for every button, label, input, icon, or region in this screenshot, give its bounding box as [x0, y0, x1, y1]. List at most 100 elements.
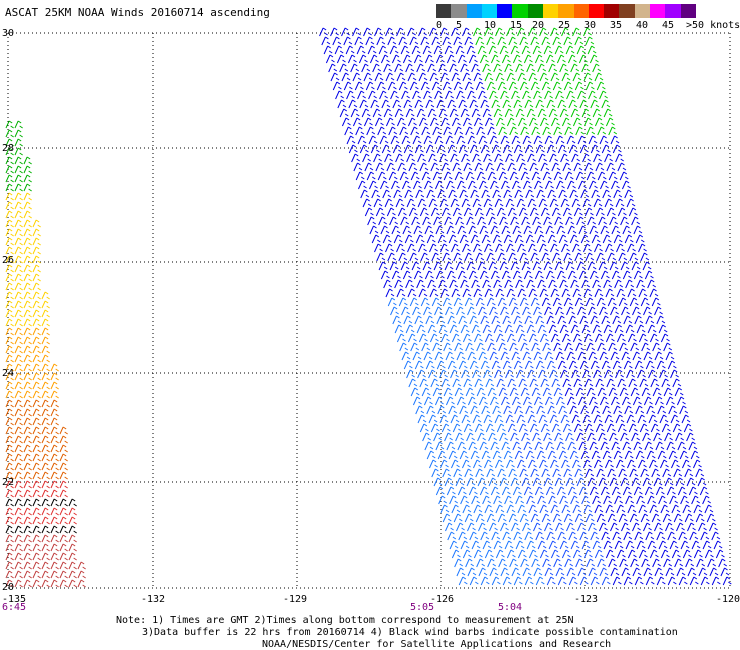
wind-barb — [577, 306, 586, 316]
wind-barb — [530, 81, 540, 91]
wind-barb — [500, 135, 510, 145]
wind-barb — [14, 318, 23, 327]
wind-barb — [615, 153, 624, 163]
wind-barb — [576, 216, 586, 226]
wind-barb — [420, 36, 430, 46]
wind-barb — [534, 225, 544, 235]
wind-barb — [622, 180, 631, 190]
wind-barb — [68, 516, 77, 525]
wind-barb — [23, 453, 32, 462]
legend-swatch — [436, 4, 452, 18]
wind-barb — [5, 246, 14, 255]
wind-barb — [439, 153, 448, 163]
wind-barb — [434, 135, 444, 145]
wind-barb — [14, 444, 23, 453]
wind-barb — [381, 99, 391, 109]
wind-barb — [387, 36, 397, 46]
wind-barb — [638, 459, 647, 469]
wind-barb — [489, 351, 499, 361]
legend-label-35: 35 — [610, 20, 623, 31]
wind-barb — [476, 342, 486, 352]
wind-barb — [23, 327, 32, 336]
wind-barb — [484, 549, 494, 559]
wind-barb — [599, 90, 608, 100]
wind-barb — [416, 324, 426, 334]
pass-time-labels: 6:45 5:05 5:04 — [2, 602, 522, 613]
wind-barb — [506, 459, 515, 469]
wind-barb — [604, 198, 614, 208]
wind-barb — [380, 270, 390, 280]
wind-barb — [23, 192, 32, 201]
wind-barb — [517, 288, 527, 298]
wind-barb — [594, 549, 604, 559]
wind-barb — [574, 513, 584, 523]
wind-barb — [5, 120, 14, 129]
wind-barb — [465, 558, 475, 568]
legend-swatch — [649, 4, 666, 18]
wind-barb — [574, 36, 584, 46]
wind-barb — [23, 363, 32, 372]
wind-barb — [631, 432, 640, 442]
wind-barb — [474, 423, 484, 433]
wind-barb — [594, 459, 603, 469]
wind-barb — [696, 558, 706, 568]
wind-barb — [376, 36, 386, 46]
wind-barb — [371, 234, 381, 244]
wind-barb — [467, 90, 476, 100]
wind-barb — [597, 171, 607, 181]
wind-barb — [494, 153, 503, 163]
wind-barb — [471, 279, 481, 289]
wind-barb — [429, 333, 439, 343]
wind-barb — [446, 180, 455, 190]
wind-barb — [622, 225, 632, 235]
wind-barb — [518, 423, 528, 433]
wind-barb — [5, 480, 14, 489]
wind-barb — [419, 207, 429, 217]
wind-barb — [580, 450, 590, 460]
wind-barb — [535, 531, 545, 541]
wind-barb — [437, 405, 447, 415]
wind-barb — [491, 315, 501, 325]
wind-barb — [558, 234, 568, 244]
wind-barb — [450, 369, 459, 379]
wind-barb — [5, 255, 14, 264]
wind-barb — [410, 171, 420, 181]
wind-barb — [41, 498, 50, 507]
wind-barb — [680, 540, 690, 550]
wind-barb — [644, 441, 654, 451]
wind-barb — [563, 297, 573, 307]
legend-swatch — [481, 4, 498, 18]
wind-barb — [32, 255, 41, 264]
wind-barb — [544, 90, 553, 100]
wind-barb — [612, 576, 622, 586]
wind-barb — [5, 291, 14, 300]
wind-barb — [476, 558, 486, 568]
wind-barb — [456, 522, 465, 532]
wind-barb — [658, 495, 668, 505]
wind-barb — [390, 90, 399, 100]
wind-barb — [499, 45, 509, 55]
wind-barb — [396, 27, 405, 37]
wind-barb — [460, 324, 470, 334]
wind-barb — [561, 27, 570, 37]
wind-barb — [589, 441, 599, 451]
time-label-right: 5:04 — [498, 602, 522, 613]
wind-barb — [646, 450, 656, 460]
wind-barb — [32, 579, 41, 588]
wind-barb — [350, 63, 360, 73]
wind-barb — [373, 153, 382, 163]
wind-barb — [567, 54, 577, 64]
wind-barb — [515, 540, 525, 550]
wind-barb — [508, 297, 518, 307]
wind-barb — [537, 495, 547, 505]
wind-barb — [417, 198, 427, 208]
wind-barb — [493, 279, 503, 289]
wind-barb — [622, 486, 632, 496]
wind-barb — [514, 189, 524, 199]
wind-barb — [474, 162, 484, 172]
wind-barb — [41, 480, 50, 489]
wind-barb — [14, 381, 23, 390]
wind-barb — [432, 342, 442, 352]
wind-barb — [23, 372, 32, 381]
wind-barb — [533, 135, 543, 145]
